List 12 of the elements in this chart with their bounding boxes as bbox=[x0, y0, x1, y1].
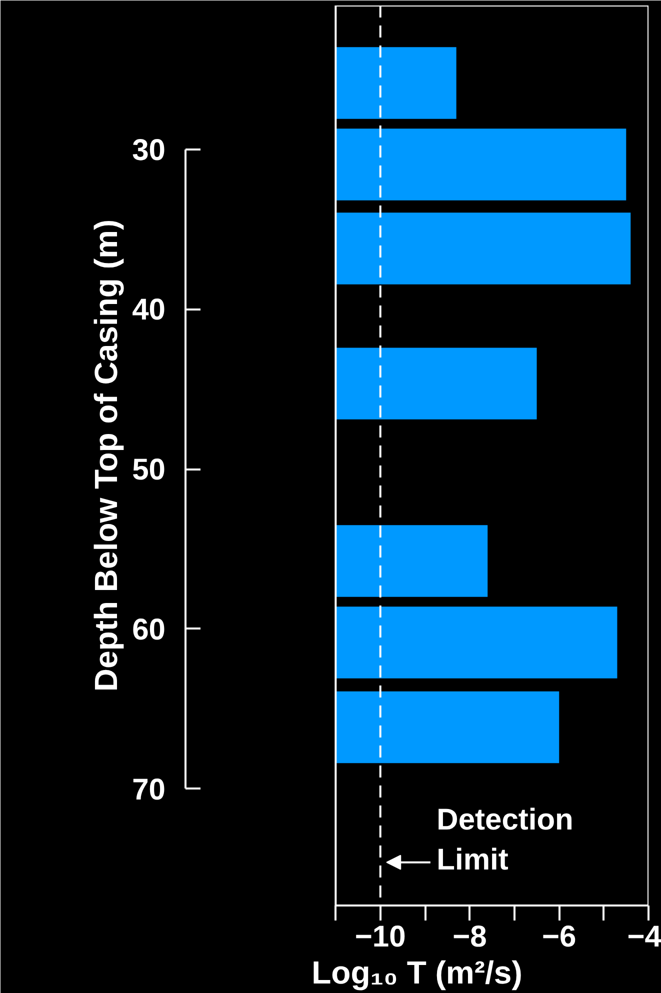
x-tick-label: −4 bbox=[627, 920, 661, 954]
y-tick-label: 60 bbox=[132, 613, 166, 646]
x-tick-label: −6 bbox=[542, 920, 576, 954]
y-tick-label: 40 bbox=[132, 294, 166, 327]
y-tick-label: 50 bbox=[132, 454, 166, 487]
annotation: Detection Limit bbox=[436, 804, 574, 876]
x-tick-label: −8 bbox=[452, 920, 487, 954]
y-tick-label: 30 bbox=[132, 134, 166, 167]
y-axis-title: Depth Below Top of Casing (m) bbox=[88, 219, 124, 692]
x-axis-title: Log₁₀ T (m²/s) bbox=[312, 954, 522, 990]
y-tick-label: 70 bbox=[132, 773, 166, 806]
x-tick-label: −10 bbox=[354, 920, 406, 954]
